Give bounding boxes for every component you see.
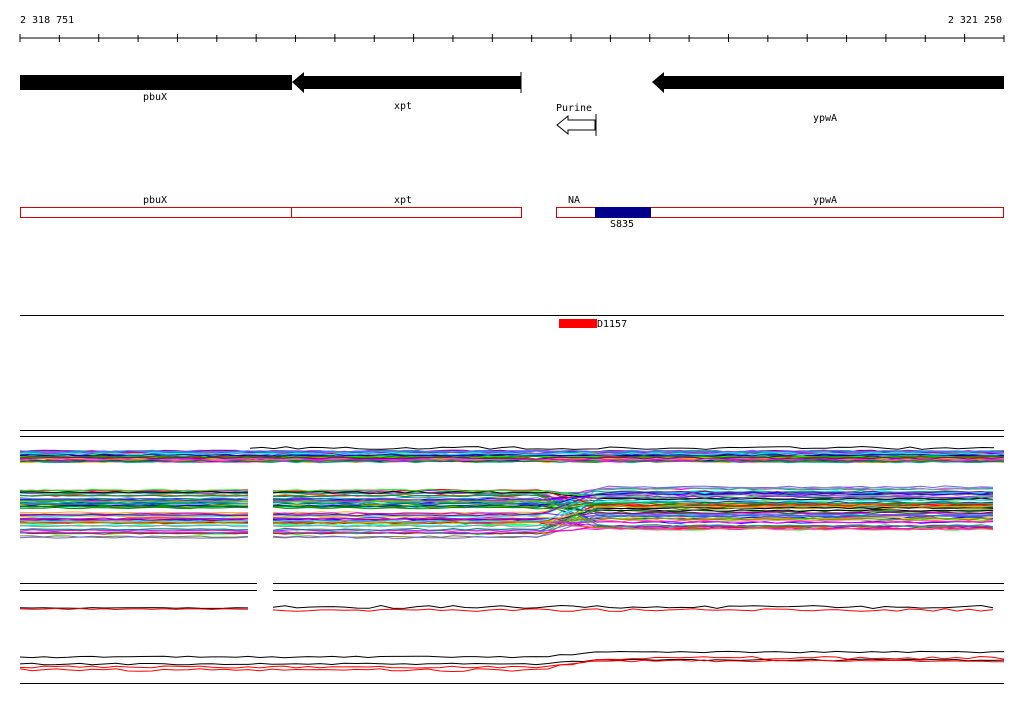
track-trace xyxy=(19,452,1005,456)
track-trace xyxy=(19,460,1005,464)
feature-box xyxy=(291,207,522,218)
gene-arrow xyxy=(652,72,1004,93)
track-trace xyxy=(19,513,249,517)
gene-label: pbuX xyxy=(143,92,167,103)
track-trace xyxy=(272,513,994,534)
track-trace xyxy=(19,514,249,518)
feature-box xyxy=(20,207,292,218)
track-trace xyxy=(272,515,994,520)
track-trace xyxy=(19,449,1005,453)
track-trace xyxy=(19,521,249,524)
track-trace xyxy=(272,490,994,517)
track-trace xyxy=(272,499,994,523)
ruler-end: 2 321 250 xyxy=(948,15,1002,26)
gene-arrow xyxy=(292,72,521,93)
track-trace xyxy=(19,536,249,539)
track-trace xyxy=(19,659,1004,669)
gene-label: xpt xyxy=(394,101,412,112)
feature-label: NA xyxy=(568,195,580,206)
track-trace xyxy=(19,524,248,528)
feature-label: ypwA xyxy=(813,195,837,206)
feature-label: pbuX xyxy=(143,195,167,206)
track-trace xyxy=(19,500,249,504)
track-trace xyxy=(19,518,249,521)
track-trace xyxy=(19,504,249,508)
probe-box xyxy=(559,319,597,328)
expression-tracks xyxy=(19,430,1005,684)
gene-arrow xyxy=(20,75,292,90)
track-trace xyxy=(273,495,994,502)
track-trace xyxy=(272,491,994,508)
track-trace xyxy=(19,499,249,502)
track-trace xyxy=(272,608,994,612)
track-trace xyxy=(272,517,994,525)
track-trace xyxy=(272,486,994,528)
track-trace xyxy=(19,459,1005,463)
track-trace xyxy=(19,607,249,609)
track-trace xyxy=(272,506,994,525)
track-trace xyxy=(249,445,995,450)
track-trace xyxy=(20,456,1005,460)
gene-label: Purine xyxy=(556,103,592,114)
track-trace xyxy=(19,499,249,503)
track-trace xyxy=(19,503,248,506)
track-trace xyxy=(272,505,994,525)
track-trace xyxy=(19,655,1005,673)
track-trace xyxy=(19,490,249,494)
riboswitch-arrow xyxy=(556,114,596,136)
feature-highlight xyxy=(595,207,651,218)
track-trace xyxy=(19,528,249,531)
gene-label: ypwA xyxy=(813,113,837,124)
track-trace xyxy=(19,505,249,508)
track-trace xyxy=(19,524,249,527)
track-trace xyxy=(19,488,249,492)
track-trace xyxy=(19,497,249,500)
track-trace xyxy=(272,494,994,518)
track-trace xyxy=(272,496,994,528)
track-trace xyxy=(19,453,1005,457)
track-trace xyxy=(20,511,249,514)
track-trace xyxy=(272,488,994,499)
feature-label: xpt xyxy=(394,195,412,206)
track-trace xyxy=(272,505,994,531)
track-trace xyxy=(19,502,249,505)
track-trace xyxy=(19,650,1005,659)
track-trace xyxy=(19,494,249,497)
feature-box xyxy=(556,207,1004,218)
track-trace xyxy=(20,531,249,534)
track-trace xyxy=(19,658,1005,666)
track-trace xyxy=(19,529,249,532)
track-trace xyxy=(272,501,994,505)
ruler-ticks xyxy=(19,34,1005,42)
track-trace xyxy=(19,517,249,520)
probe-label: D1157 xyxy=(597,319,627,330)
feature-label: S835 xyxy=(610,219,634,230)
track-trace xyxy=(19,607,249,611)
track-trace xyxy=(20,506,249,510)
ruler-start: 2 318 751 xyxy=(20,15,74,26)
track-trace xyxy=(272,604,994,610)
